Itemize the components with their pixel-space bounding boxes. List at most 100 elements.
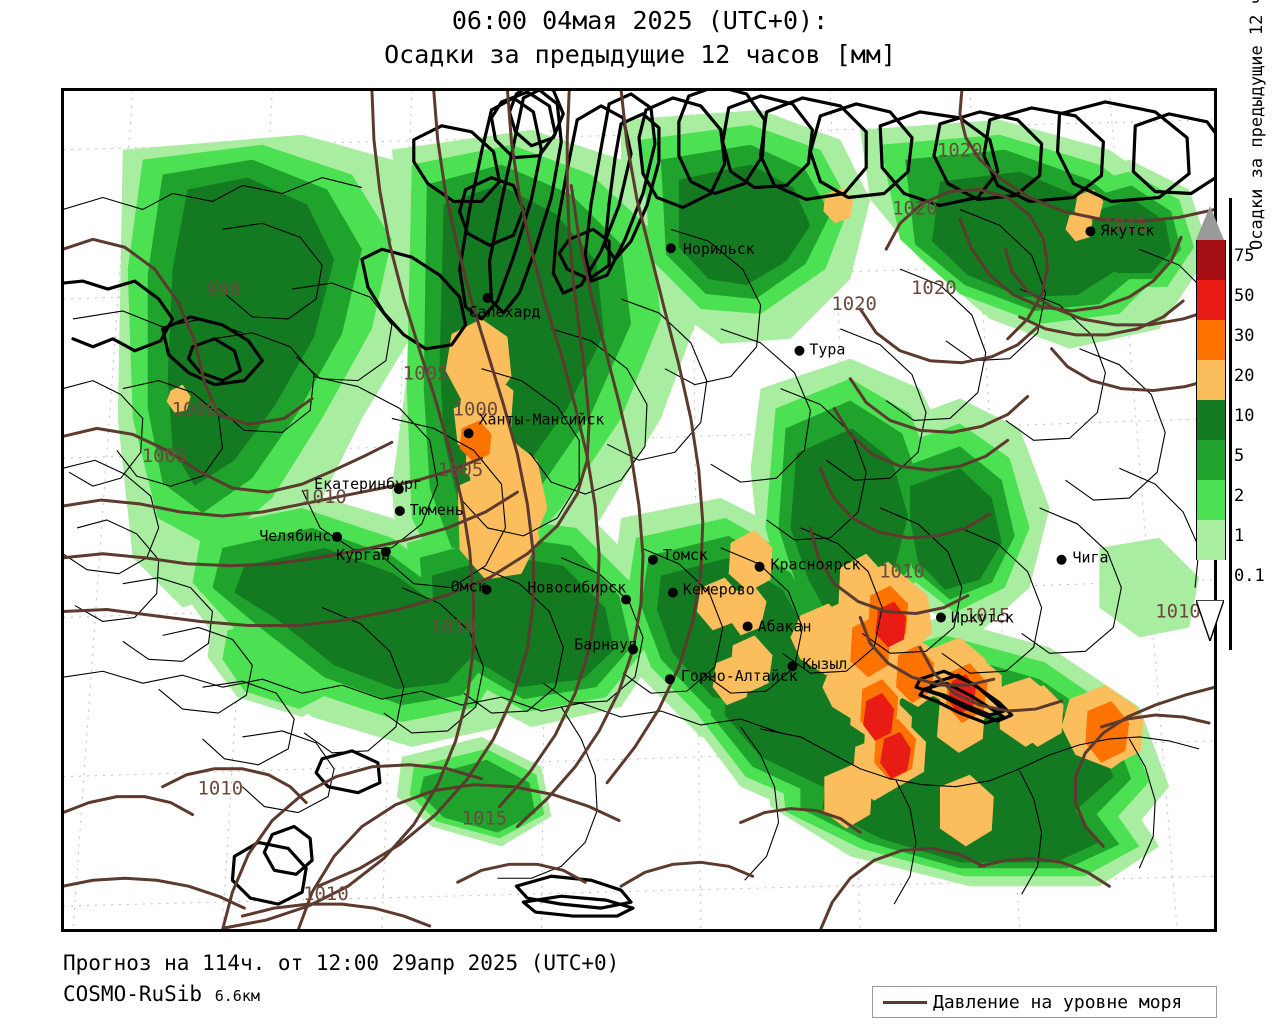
isobars [63, 90, 1215, 930]
city-marker: Челябинск [259, 527, 343, 545]
pressure-label: 1015 [965, 604, 1011, 626]
pressure-label: 1010 [1155, 600, 1201, 622]
city-label: Иркутск [951, 608, 1014, 626]
pressure-label: 1000 [172, 398, 218, 420]
city-dot [621, 594, 632, 605]
city-markers: Салехард Норильск Тура Якутск Ханты-Мансийск… [259, 221, 1154, 685]
city-marker: Чига [1056, 549, 1108, 567]
city-label: Екатеринбург [314, 475, 422, 493]
pressure-label: 1010 [879, 561, 925, 583]
pressure-label: 1010 [301, 486, 347, 508]
city-dot [794, 345, 805, 356]
city-marker: Новосибирск [527, 579, 632, 605]
city-marker: Ханты-Мансийск [463, 410, 605, 439]
city-marker: Салехард [469, 293, 541, 321]
city-label: Омск [451, 578, 487, 596]
pressure-label: 990 [207, 279, 241, 301]
city-dot [1056, 554, 1067, 565]
colorbar-tick-1: 1 [1234, 526, 1245, 546]
admin-borders [63, 177, 1215, 905]
city-label: Новосибирск [527, 579, 626, 597]
colorbar-tick-30: 30 [1234, 326, 1255, 346]
city-dot [787, 661, 798, 672]
colorbar-tick-75: 75 [1234, 246, 1255, 266]
city-dot [742, 621, 753, 632]
city-dot [667, 587, 678, 598]
pressure-label: 1020 [892, 197, 938, 219]
city-marker: Омск [451, 578, 492, 596]
pressure-label: 1010 [431, 615, 477, 637]
pressure-legend: Давление на уровне моря [872, 986, 1217, 1018]
city-label: Челябинск [259, 527, 340, 545]
colorbar-band-10-20 [1196, 360, 1226, 400]
pressure-label: 1020 [831, 293, 877, 315]
city-dot [332, 531, 343, 542]
footer: Прогноз на 114ч. от 12:00 29апр 2025 (UT… [63, 948, 619, 1012]
pressure-label: 1005 [142, 445, 188, 467]
city-label: Красноярск [771, 556, 861, 574]
page-title: 06:00 04мая 2025 (UTC+0): Осадки за пред… [0, 4, 1280, 72]
city-marker: Барнаул [574, 635, 639, 655]
city-dot [664, 674, 675, 685]
colorbar-tick-50: 50 [1234, 286, 1255, 306]
colorbar-tick-5: 5 [1234, 446, 1245, 466]
footer-model-line: COSMO-RuSib 6.6км [63, 979, 619, 1012]
city-marker: Абакан [742, 617, 812, 635]
pressure-line-swatch [883, 1000, 927, 1004]
colorbar-overflow-arrow [1196, 206, 1224, 240]
city-dot [665, 243, 676, 254]
city-marker: Тюмень [394, 501, 464, 519]
city-marker: Горно-Алтайск [664, 667, 798, 685]
colorbar-underflow-arrow [1196, 600, 1224, 641]
city-dot [628, 644, 639, 655]
city-label: Горно-Алтайск [681, 667, 798, 685]
title-line-datetime: 06:00 04мая 2025 (UTC+0): [451, 6, 829, 35]
city-label: Тюмень [410, 501, 464, 519]
colorbar-band-30-50 [1196, 280, 1226, 320]
pressure-label: 1020 [911, 277, 957, 299]
city-marker: Томск [647, 546, 708, 565]
coastline [63, 90, 1215, 918]
city-marker: Курган [336, 546, 391, 564]
city-marker: Иркутск [935, 608, 1014, 626]
city-dot [394, 506, 405, 516]
city-label: Норильск [683, 240, 755, 258]
city-marker: Норильск [665, 240, 755, 258]
colorbar-tick-10: 10 [1234, 406, 1255, 426]
city-label: Кемерово [683, 581, 755, 599]
model-resolution: 6.6км [214, 987, 260, 1005]
pressure-label: 1010 [198, 778, 244, 800]
pressure-label: 1010 [303, 883, 349, 905]
colorbar[interactable] [1196, 206, 1226, 641]
city-label: Кызыл [802, 655, 847, 673]
map-frame[interactable]: 990 1000 1005 1005 1000 1005 1010 1010 1010 1015 1… [61, 88, 1217, 932]
pressure-label: 1015 [1102, 214, 1148, 236]
colorbar-band-5-10 [1196, 400, 1226, 440]
city-label: Барнаул [574, 635, 637, 653]
city-marker: Екатеринбург [314, 475, 422, 495]
colorbar-band-0p1-1 [1196, 520, 1226, 560]
pressure-legend-label: Давление на уровне моря [933, 991, 1183, 1013]
pressure-label: 1020 [937, 140, 983, 162]
colorbar-tick-20: 20 [1234, 366, 1255, 386]
footer-forecast-line: Прогноз на 114ч. от 12:00 29апр 2025 (UT… [63, 951, 620, 975]
city-dot [754, 561, 765, 572]
city-dot [935, 612, 946, 623]
colorbar-band-1-2 [1196, 480, 1226, 520]
city-dot [647, 554, 658, 565]
title-line-variable: Осадки за предыдущие 12 часов [мм] [384, 40, 896, 69]
colorbar-band-50-75 [1196, 240, 1226, 280]
colorbar-title: Осадки за предыдущие 12 часов [мм] [1247, 0, 1267, 250]
city-marker: Кызыл [787, 655, 847, 673]
pressure-labels: 9901000100510051000100510101010101010151… [142, 140, 1201, 905]
colorbar-band-2-5 [1196, 440, 1226, 480]
city-label: Курган [336, 546, 390, 564]
city-label: Чига [1072, 549, 1108, 567]
colorbar-band-20-30 [1196, 320, 1226, 360]
city-dot [463, 428, 474, 439]
city-dot [482, 293, 493, 303]
city-label: Салехард [469, 303, 541, 321]
model-name: COSMO-RuSib [63, 982, 203, 1006]
city-label: Ханты-Мансийск [479, 410, 605, 428]
pressure-label: 1005 [438, 459, 484, 481]
